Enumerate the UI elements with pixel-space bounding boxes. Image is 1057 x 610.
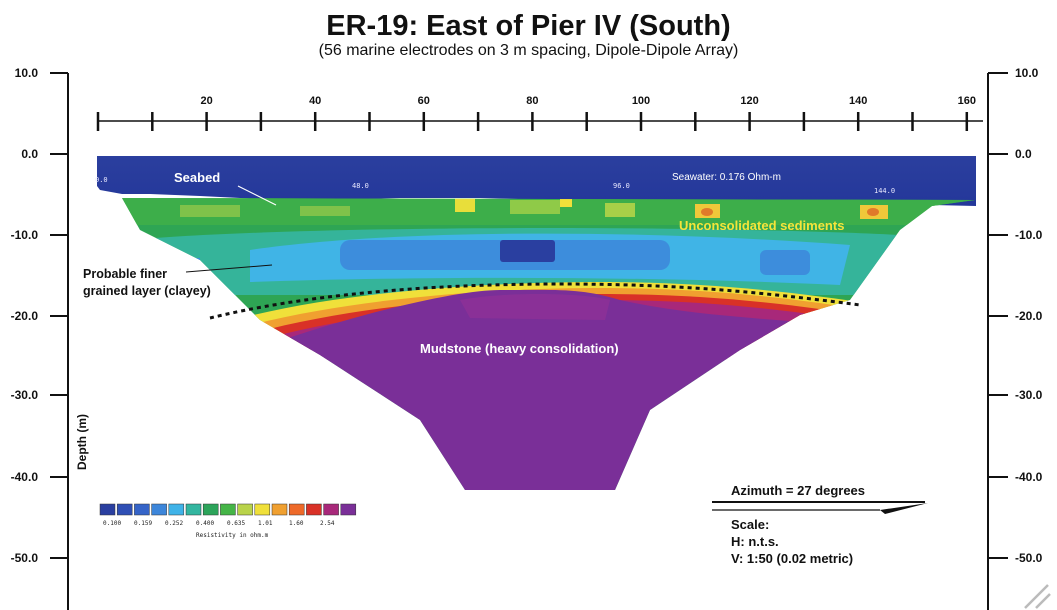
right-depth-axis: 10.0 0.0 -10.0 -20.0 -30.0 -40.0 -50.0 [987,66,1043,610]
scale-label: Scale: [731,517,769,532]
depth-axis-label: Depth (m) [75,414,89,470]
horizontal-scale: H: n.t.s. [731,534,779,549]
distance-tick-label: 120 [740,95,758,107]
seawater-layer [97,156,976,207]
legend-swatch [254,503,271,516]
distance-tick-label: 100 [632,95,650,107]
legend-label: 1.60 [289,520,304,527]
depth-tick-label: -30.0 [1015,388,1043,402]
depth-tick-label: -40.0 [11,470,39,484]
unconsolidated-label: Unconsolidated sediments [679,218,844,233]
legend-label: 0.252 [165,520,183,527]
legend-label: 1.01 [258,520,273,527]
resistivity-legend: 0.100 0.159 0.252 0.400 0.635 1.01 1.60 2.54 Re… [99,503,357,539]
distance-tick-label: 40 [309,95,321,107]
legend-swatch [151,503,167,516]
finer-layer-leader-line [185,264,273,273]
north-arrow-icon [880,503,928,514]
figure-title: ER-19: East of Pier IV (South) [326,10,731,42]
seabed-leader-line [237,185,277,206]
vertical-scale: V: 1:50 (0.02 metric) [731,551,853,566]
legend-label: 0.100 [103,520,121,527]
distance-tick-label: 60 [418,95,430,107]
depth-tick-label: -50.0 [1015,551,1043,565]
legend-swatch [168,503,185,516]
electrode-label: 96.0 [613,182,630,190]
depth-tick-label: -10.0 [1015,228,1043,242]
legend-swatch [237,503,253,516]
finer-layer-label-line2: grained layer (clayey) [83,284,211,298]
legend-swatch [323,503,339,516]
azimuth-label: Azimuth = 27 degrees [731,483,865,498]
electrode-label: 144.0 [874,187,895,195]
distance-tick-label: 20 [200,95,212,107]
left-depth-axis: 10.0 0.0 -10.0 -20.0 -30.0 -40.0 -50.0 [11,66,69,610]
distance-axis: 20 40 60 80 100 120 140 160 [96,95,983,131]
legend-label: 0.635 [227,520,245,527]
electrode-label: 0.0 [95,176,108,184]
seawater-label: Seawater: 0.176 Ohm-m [672,172,781,183]
depth-tick-label: -30.0 [11,388,39,402]
distance-tick-label: 160 [958,95,976,107]
legend-swatch [134,503,150,516]
azimuth-scale-block: Azimuth = 27 degrees Scale: H: n.t.s. V:… [712,483,928,566]
legend-swatch [116,503,133,516]
legend-label: 2.54 [320,520,335,527]
legend-swatch [220,503,236,516]
electrode-label: 48.0 [352,182,369,190]
depth-tick-label: 10.0 [1015,66,1039,80]
resize-corner-icon[interactable] [1024,584,1051,609]
legend-swatch [306,503,322,516]
depth-tick-label: 0.0 [21,147,38,161]
legend-swatch [288,503,305,516]
depth-tick-label: -20.0 [11,309,39,323]
legend-label: 0.159 [134,520,152,527]
electrode-labels: 0.0 48.0 96.0 144.0 [95,176,895,195]
legend-label: 0.400 [196,520,214,527]
mudstone-label: Mudstone (heavy consolidation) [420,341,619,356]
legend-title: Resistivity in ohm.m [196,532,269,539]
depth-tick-label: 10.0 [15,66,39,80]
distance-tick-label: 80 [526,95,538,107]
legend-swatch [185,503,202,516]
depth-tick-label: -50.0 [11,551,39,565]
finer-layer-label-line1: Probable finer [83,267,167,281]
distance-tick-label: 140 [849,95,867,107]
legend-swatch [99,503,116,516]
legend-swatch [340,503,357,516]
legend-swatch [271,503,288,516]
legend-swatch [202,503,219,516]
seabed-label: Seabed [174,170,220,185]
depth-tick-label: -10.0 [11,228,39,242]
clay-boundary-line [209,282,861,320]
figure-subtitle: (56 marine electrodes on 3 m spacing, Di… [318,42,739,59]
depth-tick-label: 0.0 [1015,147,1032,161]
depth-tick-label: -40.0 [1015,470,1043,484]
depth-tick-label: -20.0 [1015,309,1043,323]
